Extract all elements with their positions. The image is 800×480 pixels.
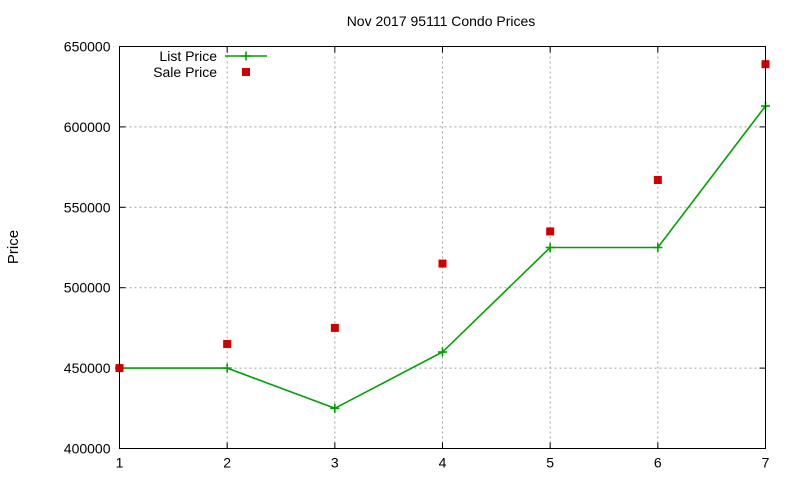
- x-tick-label: 4: [439, 455, 447, 471]
- list-price-point: [653, 243, 663, 252]
- y-tick-label: 650000: [64, 39, 111, 55]
- data-series: [115, 60, 770, 413]
- list-price-point: [438, 347, 447, 357]
- axis-ticks: 400000 450000 500000 550000 600000 650000 1 2 3 4…: [64, 39, 770, 471]
- legend-label: List Price: [159, 48, 217, 64]
- legend-label: Sale Price: [153, 64, 217, 80]
- list-price-point: [222, 363, 232, 373]
- x-tick-label: 3: [331, 455, 339, 471]
- sale-price-point: [330, 323, 339, 332]
- sale-price-point: [653, 175, 662, 184]
- legend-plus-swatch: [241, 51, 251, 61]
- y-tick-label: 550000: [64, 199, 111, 215]
- y-tick-label: 600000: [64, 119, 111, 135]
- list-price-point: [330, 403, 340, 413]
- legend-square-swatch: [242, 68, 250, 76]
- y-axis-label: Price: [5, 230, 22, 264]
- x-tick-label: 7: [762, 455, 770, 471]
- x-tick-label: 1: [116, 455, 124, 471]
- sale-price-point: [438, 259, 447, 268]
- sale-price-point: [223, 339, 232, 348]
- list-price-point: [545, 243, 555, 252]
- y-tick-label: 400000: [64, 441, 111, 457]
- grid-lines: [119, 46, 766, 449]
- sale-price-point: [546, 227, 555, 236]
- plot-frame: [119, 46, 766, 449]
- x-tick-label: 5: [546, 455, 554, 471]
- y-tick-label: 450000: [64, 360, 111, 376]
- y-tick-label: 500000: [64, 280, 111, 296]
- x-tick-label: 2: [223, 455, 231, 471]
- x-tick-label: 6: [654, 455, 662, 471]
- chart-title: Nov 2017 95111 Condo Prices: [347, 13, 536, 29]
